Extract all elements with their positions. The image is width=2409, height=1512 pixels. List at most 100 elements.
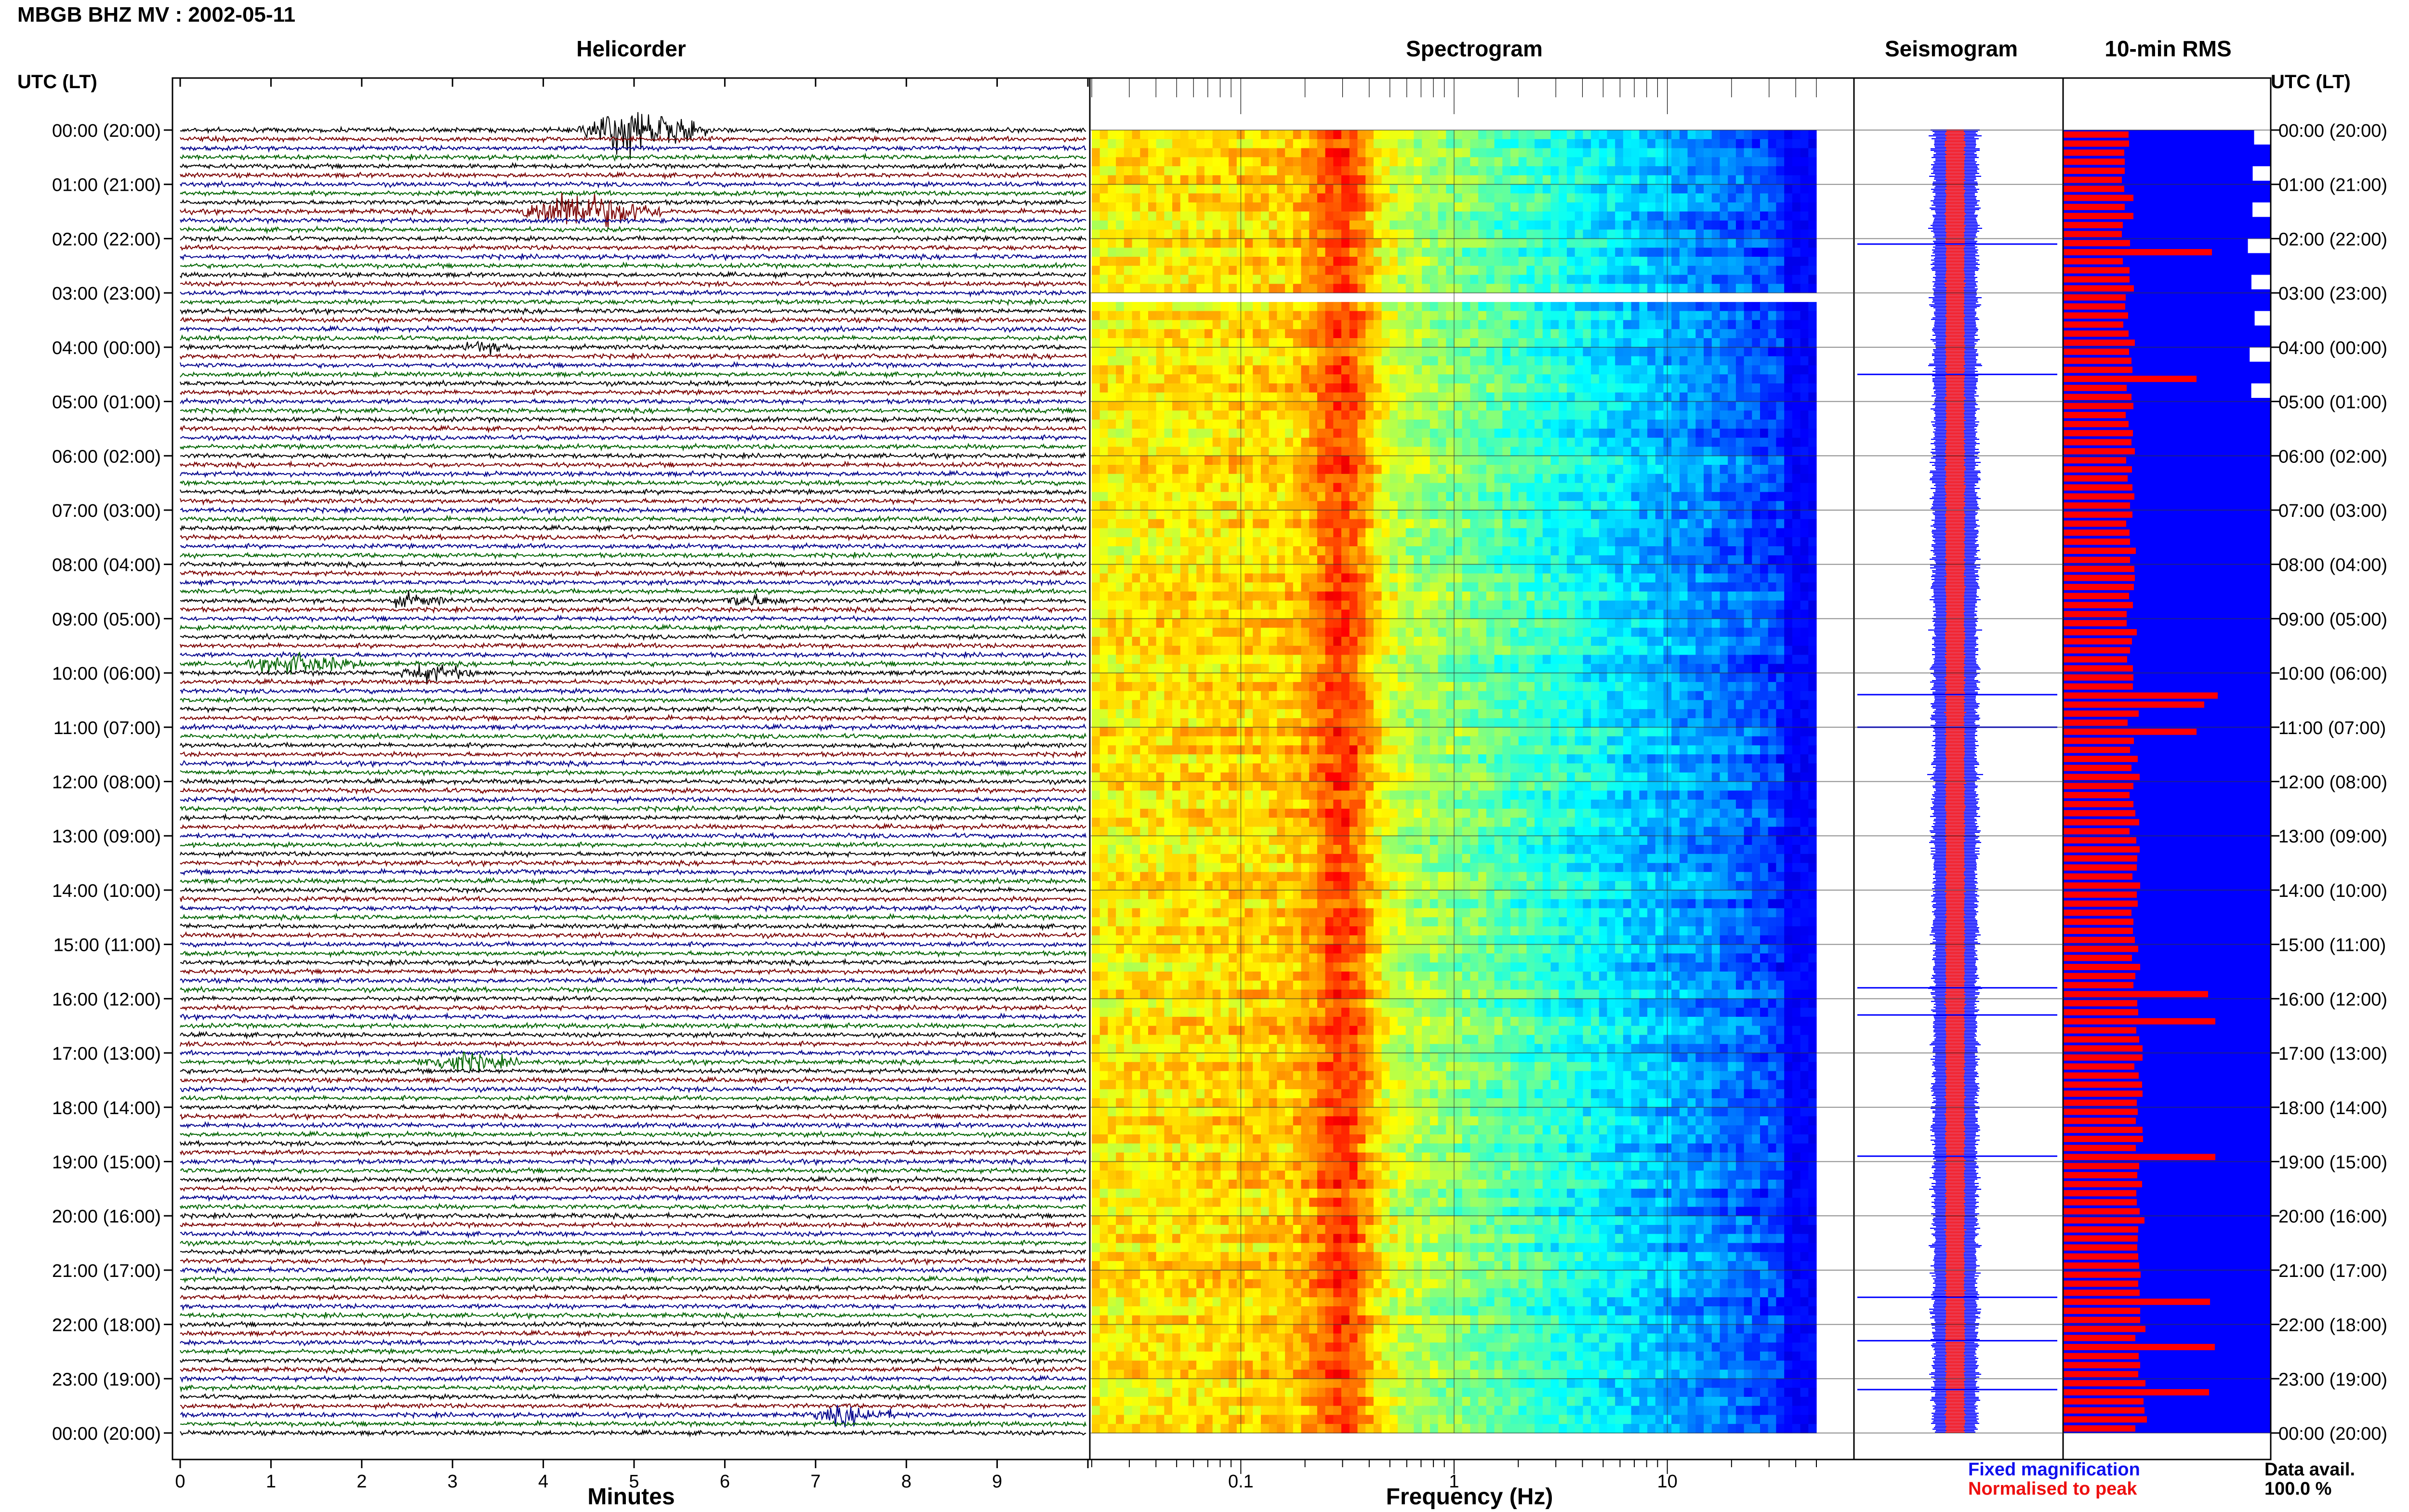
spectrogram-cell [1776, 365, 1785, 375]
spectrogram-cell [1405, 573, 1414, 583]
spectrogram-cell [1325, 510, 1334, 520]
spectrogram-cell [1180, 265, 1189, 275]
spectrogram-cell [1164, 265, 1173, 275]
spectrogram-cell [1285, 582, 1294, 592]
spectrogram-cell [1188, 456, 1197, 465]
spectrogram-cell [1244, 356, 1253, 366]
spectrogram-cell [1325, 184, 1334, 194]
spectrogram-cell [1599, 592, 1608, 601]
spectrogram-cell [1204, 248, 1213, 257]
spectrogram-cell [1792, 537, 1801, 547]
spectrogram-cell [1172, 193, 1181, 203]
spectrogram-cell [1671, 555, 1680, 565]
spectrogram-cell [1156, 374, 1165, 384]
spectrogram-cell [1116, 492, 1125, 501]
spectrogram-cell [1253, 401, 1261, 411]
spectrogram-cell [1550, 229, 1559, 239]
spectrogram-cell [1317, 139, 1326, 148]
helicorder-trace-109 [180, 1111, 1086, 1121]
spectrogram-cell [1132, 473, 1140, 483]
spectrogram-cell [1671, 347, 1680, 356]
spectrogram-cell [1607, 175, 1615, 185]
spectrogram-cell [1792, 302, 1801, 312]
spectrogram-cell [1099, 338, 1108, 348]
spectrogram-cell [1204, 257, 1213, 266]
spectrogram-cell [1752, 410, 1760, 420]
spectrogram-cell [1196, 275, 1205, 284]
spectrogram-cell [1092, 356, 1100, 366]
spectrogram-cell [1478, 392, 1487, 402]
spectrogram-cell [1414, 592, 1422, 601]
spectrogram-cell [1092, 202, 1100, 212]
spectrogram-cell [1220, 473, 1229, 483]
spectrogram-cell [1116, 193, 1125, 203]
spectrogram-cell [1092, 600, 1100, 610]
spectrogram-cell [1108, 473, 1116, 483]
helicorder-trace-140 [180, 1393, 1086, 1401]
spectrogram-cell [1760, 437, 1769, 447]
spectrogram-cell [1099, 465, 1108, 474]
spectrogram-cell [1373, 392, 1382, 402]
spectrogram-cell [1744, 492, 1752, 501]
spectrogram-cell [1591, 582, 1600, 592]
spectrogram-cell [1768, 329, 1776, 339]
helicorder-trace-57 [180, 641, 1086, 651]
spectrogram-cell [1325, 456, 1334, 465]
spectrogram-cell [1583, 265, 1591, 275]
spectrogram-cell [1285, 437, 1294, 447]
spectrogram-cell [1180, 284, 1189, 293]
spectrogram-cell [1099, 347, 1108, 356]
spectrogram-cell [1325, 248, 1334, 257]
spectrogram-cell [1309, 139, 1318, 148]
spectrogram-cell [1655, 428, 1664, 438]
spectrogram-cell [1486, 528, 1495, 538]
spectrogram-cell [1269, 420, 1277, 429]
spectrogram-cell [1542, 329, 1551, 339]
spectrogram-cell [1172, 302, 1181, 312]
spectrogram-cell [1365, 257, 1374, 266]
spectrogram-cell [1373, 157, 1382, 167]
spectrogram-cell [1381, 392, 1390, 402]
spectrogram-cell [1526, 257, 1535, 266]
spectrogram-cell [1575, 600, 1583, 610]
spectrogram-cell [1615, 546, 1624, 556]
spectrogram-cell [1679, 130, 1688, 140]
spectrogram-cell [1438, 202, 1446, 212]
spectrogram-cell [1325, 257, 1334, 266]
spectrogram-cell [1188, 374, 1197, 384]
spectrogram-cell [1583, 483, 1591, 492]
spectrogram-cell [1494, 148, 1503, 158]
spectrogram-cell [1486, 130, 1495, 140]
spectrogram-cell [1116, 510, 1125, 520]
spectrogram-cell [1108, 573, 1116, 583]
spectrogram-cell [1752, 248, 1760, 257]
spectrogram-cell [1776, 284, 1785, 293]
spectrogram-cell [1623, 356, 1632, 366]
spectrogram-cell [1124, 392, 1133, 402]
spectrogram-cell [1792, 166, 1801, 176]
helicorder-trace-113 [180, 1148, 1086, 1157]
spectrogram-cell [1647, 211, 1656, 221]
spectrogram-cell [1124, 537, 1133, 547]
spectrogram-cell [1108, 257, 1116, 266]
spectrogram-cell [1720, 175, 1728, 185]
spectrogram-cell [1615, 618, 1624, 628]
spectrogram-cell [1373, 564, 1382, 574]
spectrogram-cell [1559, 193, 1567, 203]
spectrogram-cell [1341, 428, 1350, 438]
spectrogram-cell [1405, 347, 1414, 356]
spectrogram-cell [1486, 193, 1495, 203]
helicorder-trace-20 [180, 306, 1086, 316]
spectrogram-cell [1639, 148, 1648, 158]
spectrogram-cell [1414, 410, 1422, 420]
spectrogram-cell [1470, 338, 1479, 348]
spectrogram-cell [1711, 510, 1721, 520]
spectrogram-cell [1454, 465, 1463, 474]
spectrogram-cell [1550, 238, 1559, 248]
spectrogram-cell [1269, 428, 1277, 438]
spectrogram-cell [1325, 437, 1334, 447]
spectrogram-cell [1325, 238, 1334, 248]
spectrogram-cell [1760, 311, 1769, 320]
spectrogram-cell [1099, 184, 1108, 194]
spectrogram-cell [1647, 401, 1656, 411]
